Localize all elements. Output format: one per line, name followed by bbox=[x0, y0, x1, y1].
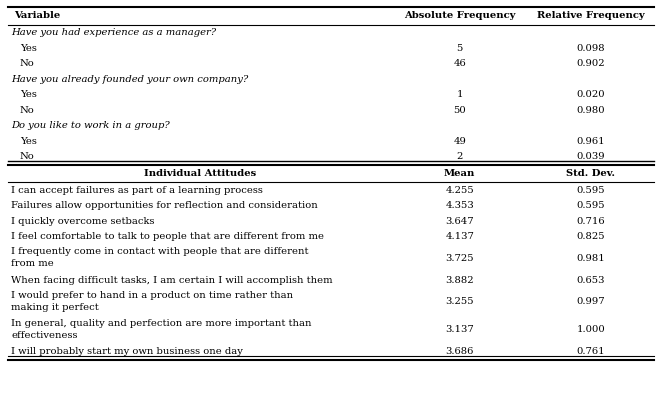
Text: In general, quality and perfection are more important than: In general, quality and perfection are m… bbox=[11, 319, 312, 328]
Text: Failures allow opportunities for reflection and consideration: Failures allow opportunities for reflect… bbox=[11, 201, 318, 210]
Text: 4.255: 4.255 bbox=[445, 186, 474, 195]
Text: effectiveness: effectiveness bbox=[11, 331, 78, 340]
Text: 3.882: 3.882 bbox=[445, 276, 474, 285]
Text: No: No bbox=[20, 106, 34, 115]
Text: I can accept failures as part of a learning process: I can accept failures as part of a learn… bbox=[11, 186, 263, 195]
Text: Absolute Frequency: Absolute Frequency bbox=[404, 12, 515, 21]
Text: Yes: Yes bbox=[20, 137, 37, 146]
Text: I quickly overcome setbacks: I quickly overcome setbacks bbox=[11, 217, 155, 226]
Text: Std. Dev.: Std. Dev. bbox=[566, 169, 616, 178]
Text: Yes: Yes bbox=[20, 90, 37, 99]
Text: 4.353: 4.353 bbox=[445, 201, 474, 210]
Text: 0.098: 0.098 bbox=[577, 44, 605, 53]
Text: 0.716: 0.716 bbox=[577, 217, 605, 226]
Text: Have you already founded your own company?: Have you already founded your own compan… bbox=[11, 75, 248, 84]
Text: 1: 1 bbox=[457, 90, 463, 99]
Text: 0.761: 0.761 bbox=[577, 347, 605, 356]
Text: I frequently come in contact with people that are different: I frequently come in contact with people… bbox=[11, 247, 308, 256]
Text: 46: 46 bbox=[453, 59, 466, 68]
Text: Yes: Yes bbox=[20, 44, 37, 53]
Text: 0.997: 0.997 bbox=[577, 297, 605, 306]
Text: 3.725: 3.725 bbox=[445, 254, 474, 263]
Text: Have you had experience as a manager?: Have you had experience as a manager? bbox=[11, 28, 216, 37]
Text: Individual Attitudes: Individual Attitudes bbox=[144, 169, 256, 178]
Text: 0.825: 0.825 bbox=[577, 232, 605, 241]
Text: 0.653: 0.653 bbox=[577, 276, 605, 285]
Text: 2: 2 bbox=[457, 152, 463, 161]
Text: Variable: Variable bbox=[14, 12, 61, 21]
Text: 5: 5 bbox=[457, 44, 463, 53]
Text: Mean: Mean bbox=[444, 169, 475, 178]
Text: I would prefer to hand in a product on time rather than: I would prefer to hand in a product on t… bbox=[11, 291, 293, 300]
Text: I will probably start my own business one day: I will probably start my own business on… bbox=[11, 347, 243, 356]
Text: 0.902: 0.902 bbox=[577, 59, 605, 68]
Text: When facing difficult tasks, I am certain I will accomplish them: When facing difficult tasks, I am certai… bbox=[11, 276, 333, 285]
Text: 1.000: 1.000 bbox=[577, 326, 605, 335]
Text: 3.686: 3.686 bbox=[445, 347, 474, 356]
Text: Do you like to work in a group?: Do you like to work in a group? bbox=[11, 121, 170, 130]
Text: 0.980: 0.980 bbox=[577, 106, 605, 115]
Text: No: No bbox=[20, 59, 34, 68]
Text: 0.039: 0.039 bbox=[577, 152, 605, 161]
Text: No: No bbox=[20, 152, 34, 161]
Text: 49: 49 bbox=[453, 137, 466, 146]
Text: I feel comfortable to talk to people that are different from me: I feel comfortable to talk to people tha… bbox=[11, 232, 324, 241]
Text: 4.137: 4.137 bbox=[445, 232, 474, 241]
Text: 3.137: 3.137 bbox=[445, 326, 474, 335]
Text: 0.595: 0.595 bbox=[577, 201, 605, 210]
Text: making it perfect: making it perfect bbox=[11, 303, 99, 312]
Text: from me: from me bbox=[11, 260, 54, 268]
Text: 0.961: 0.961 bbox=[577, 137, 605, 146]
Text: 50: 50 bbox=[453, 106, 466, 115]
Text: 3.647: 3.647 bbox=[445, 217, 474, 226]
Text: Relative Frequency: Relative Frequency bbox=[537, 12, 645, 21]
Text: 0.020: 0.020 bbox=[577, 90, 605, 99]
Text: 0.981: 0.981 bbox=[577, 254, 605, 263]
Text: 0.595: 0.595 bbox=[577, 186, 605, 195]
Text: 3.255: 3.255 bbox=[445, 297, 474, 306]
